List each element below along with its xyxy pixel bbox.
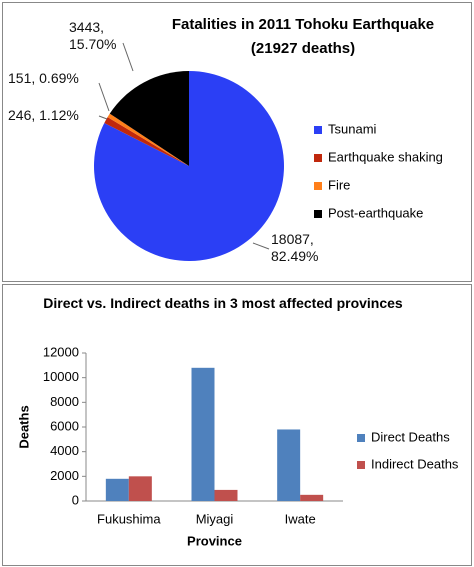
chart-title: Fatalities in 2011 Tohoku Earthquake bbox=[171, 16, 435, 33]
y-tick-label: 10000 bbox=[43, 369, 79, 384]
y-tick-label: 4000 bbox=[50, 443, 79, 458]
legend-label: Post-earthquake bbox=[328, 205, 423, 220]
legend-swatch bbox=[314, 182, 322, 190]
x-tick-label: Fukushima bbox=[97, 511, 161, 526]
bar bbox=[300, 494, 324, 501]
y-axis-label: Deaths bbox=[16, 405, 31, 448]
leader-line bbox=[98, 115, 108, 120]
x-tick-label: Miyagi bbox=[196, 511, 234, 526]
legend-label: Indirect Deaths bbox=[371, 456, 459, 471]
x-axis-label: Province bbox=[187, 533, 242, 548]
chart-subtitle: (21927 deaths) bbox=[250, 40, 356, 57]
pie-chart: Tsunami Earthquake shaking Fire Post-earthq… bbox=[93, 42, 443, 261]
leader-line bbox=[252, 242, 270, 250]
bar bbox=[191, 367, 215, 501]
legend-label: Tsunami bbox=[328, 121, 377, 136]
legend-label: Direct Deaths bbox=[371, 429, 450, 444]
bar bbox=[128, 476, 152, 501]
bar bbox=[214, 489, 238, 501]
legend-swatch bbox=[314, 154, 322, 162]
legend-swatch bbox=[357, 434, 365, 442]
bar-panel: 0 2000 4000 6000 8000 10000 12000 Fukushima Miya… bbox=[2, 284, 472, 566]
y-tick-label: 6000 bbox=[50, 418, 79, 433]
leader-line bbox=[122, 42, 134, 72]
pie-slice bbox=[109, 71, 189, 166]
data-label: 3443, 15.70% bbox=[69, 19, 117, 52]
bar-chart: 0 2000 4000 6000 8000 10000 12000 Fukushima Miya… bbox=[16, 344, 459, 548]
y-tick-label: 8000 bbox=[50, 394, 79, 409]
data-label: 18087, 82.49% bbox=[271, 231, 319, 264]
legend-swatch bbox=[357, 461, 365, 469]
pie-slice bbox=[104, 117, 189, 166]
chart-title: Direct vs. Indirect deaths in 3 most aff… bbox=[43, 295, 403, 311]
bar bbox=[105, 478, 129, 501]
legend-label: Earthquake shaking bbox=[328, 149, 443, 164]
leader-line bbox=[98, 82, 110, 112]
data-label: 151, 0.69% bbox=[8, 70, 79, 86]
pie-panel: Tsunami Earthquake shaking Fire Post-earthq… bbox=[2, 2, 472, 282]
data-label: 246, 1.12% bbox=[8, 107, 79, 123]
y-tick-label: 2000 bbox=[50, 468, 79, 483]
legend-label: Fire bbox=[328, 177, 350, 192]
y-tick-label: 0 bbox=[72, 492, 79, 507]
y-tick-label: 12000 bbox=[43, 344, 79, 359]
x-tick-label: Iwate bbox=[285, 511, 316, 526]
bar bbox=[277, 429, 301, 501]
legend-swatch bbox=[314, 126, 322, 134]
legend-swatch bbox=[314, 210, 322, 218]
pie-slice bbox=[107, 113, 189, 166]
